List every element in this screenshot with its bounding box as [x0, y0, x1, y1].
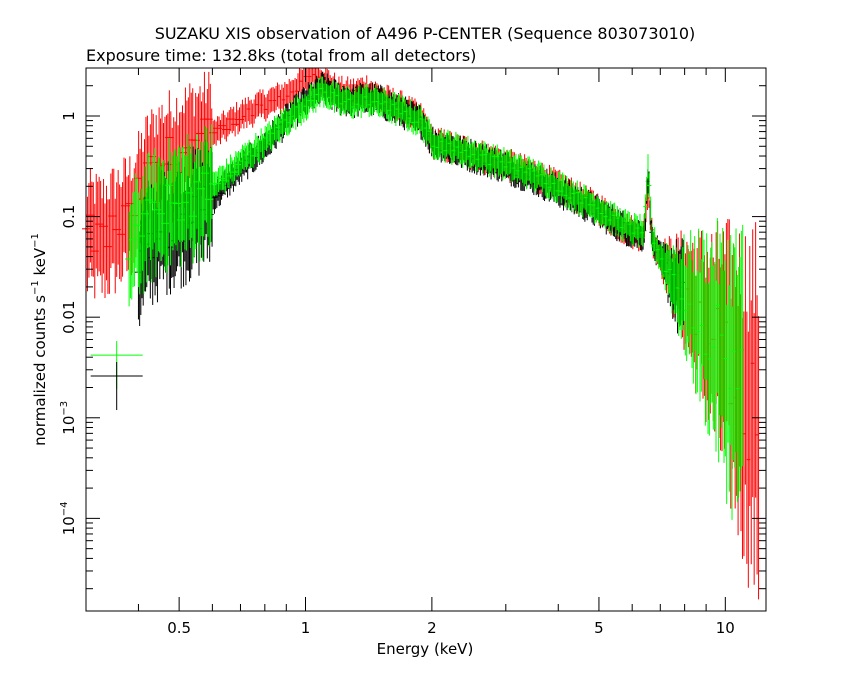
data-layer — [82, 68, 760, 600]
x-tick-label: 1 — [301, 619, 311, 637]
x-tick-label: 2 — [427, 619, 437, 637]
x-tick-label: 5 — [594, 619, 604, 637]
x-tick-label: 0.5 — [167, 619, 191, 637]
chart-title: SUZAKU XIS observation of A496 P-CENTER … — [155, 24, 696, 43]
y-tick-label: 10−4 — [59, 501, 78, 535]
y-tick-label-base: 0.01 — [60, 300, 78, 333]
y-tick-label-base: 0.1 — [60, 205, 78, 229]
y-axis-label-mid: keV — [31, 247, 49, 280]
y-tick-label-exponent: −3 — [59, 401, 70, 416]
spectrum-series — [125, 76, 744, 520]
y-tick-label: 10−3 — [59, 401, 78, 435]
y-tick-label-exponent: −4 — [59, 501, 70, 516]
y-tick-label-base: 10 — [60, 416, 78, 435]
y-axis-label-sup2: −1 — [30, 233, 41, 248]
x-axis-label: Energy (keV) — [377, 640, 474, 658]
y-tick-label: 0.01 — [60, 300, 78, 333]
y-axis-label: normalized counts s−1 keV−1 — [30, 233, 49, 446]
y-axis-label-base: normalized counts s — [31, 295, 49, 446]
y-tick-label-base: 10 — [60, 516, 78, 535]
y-tick-label: 1 — [60, 111, 78, 121]
x-tick-label: 10 — [716, 619, 735, 637]
chart-subtitle: Exposure time: 132.8ks (total from all d… — [86, 46, 476, 65]
y-tick-label: 0.1 — [60, 205, 78, 229]
y-tick-label-base: 1 — [60, 111, 78, 121]
y-axis-label-sup1: −1 — [30, 280, 41, 295]
